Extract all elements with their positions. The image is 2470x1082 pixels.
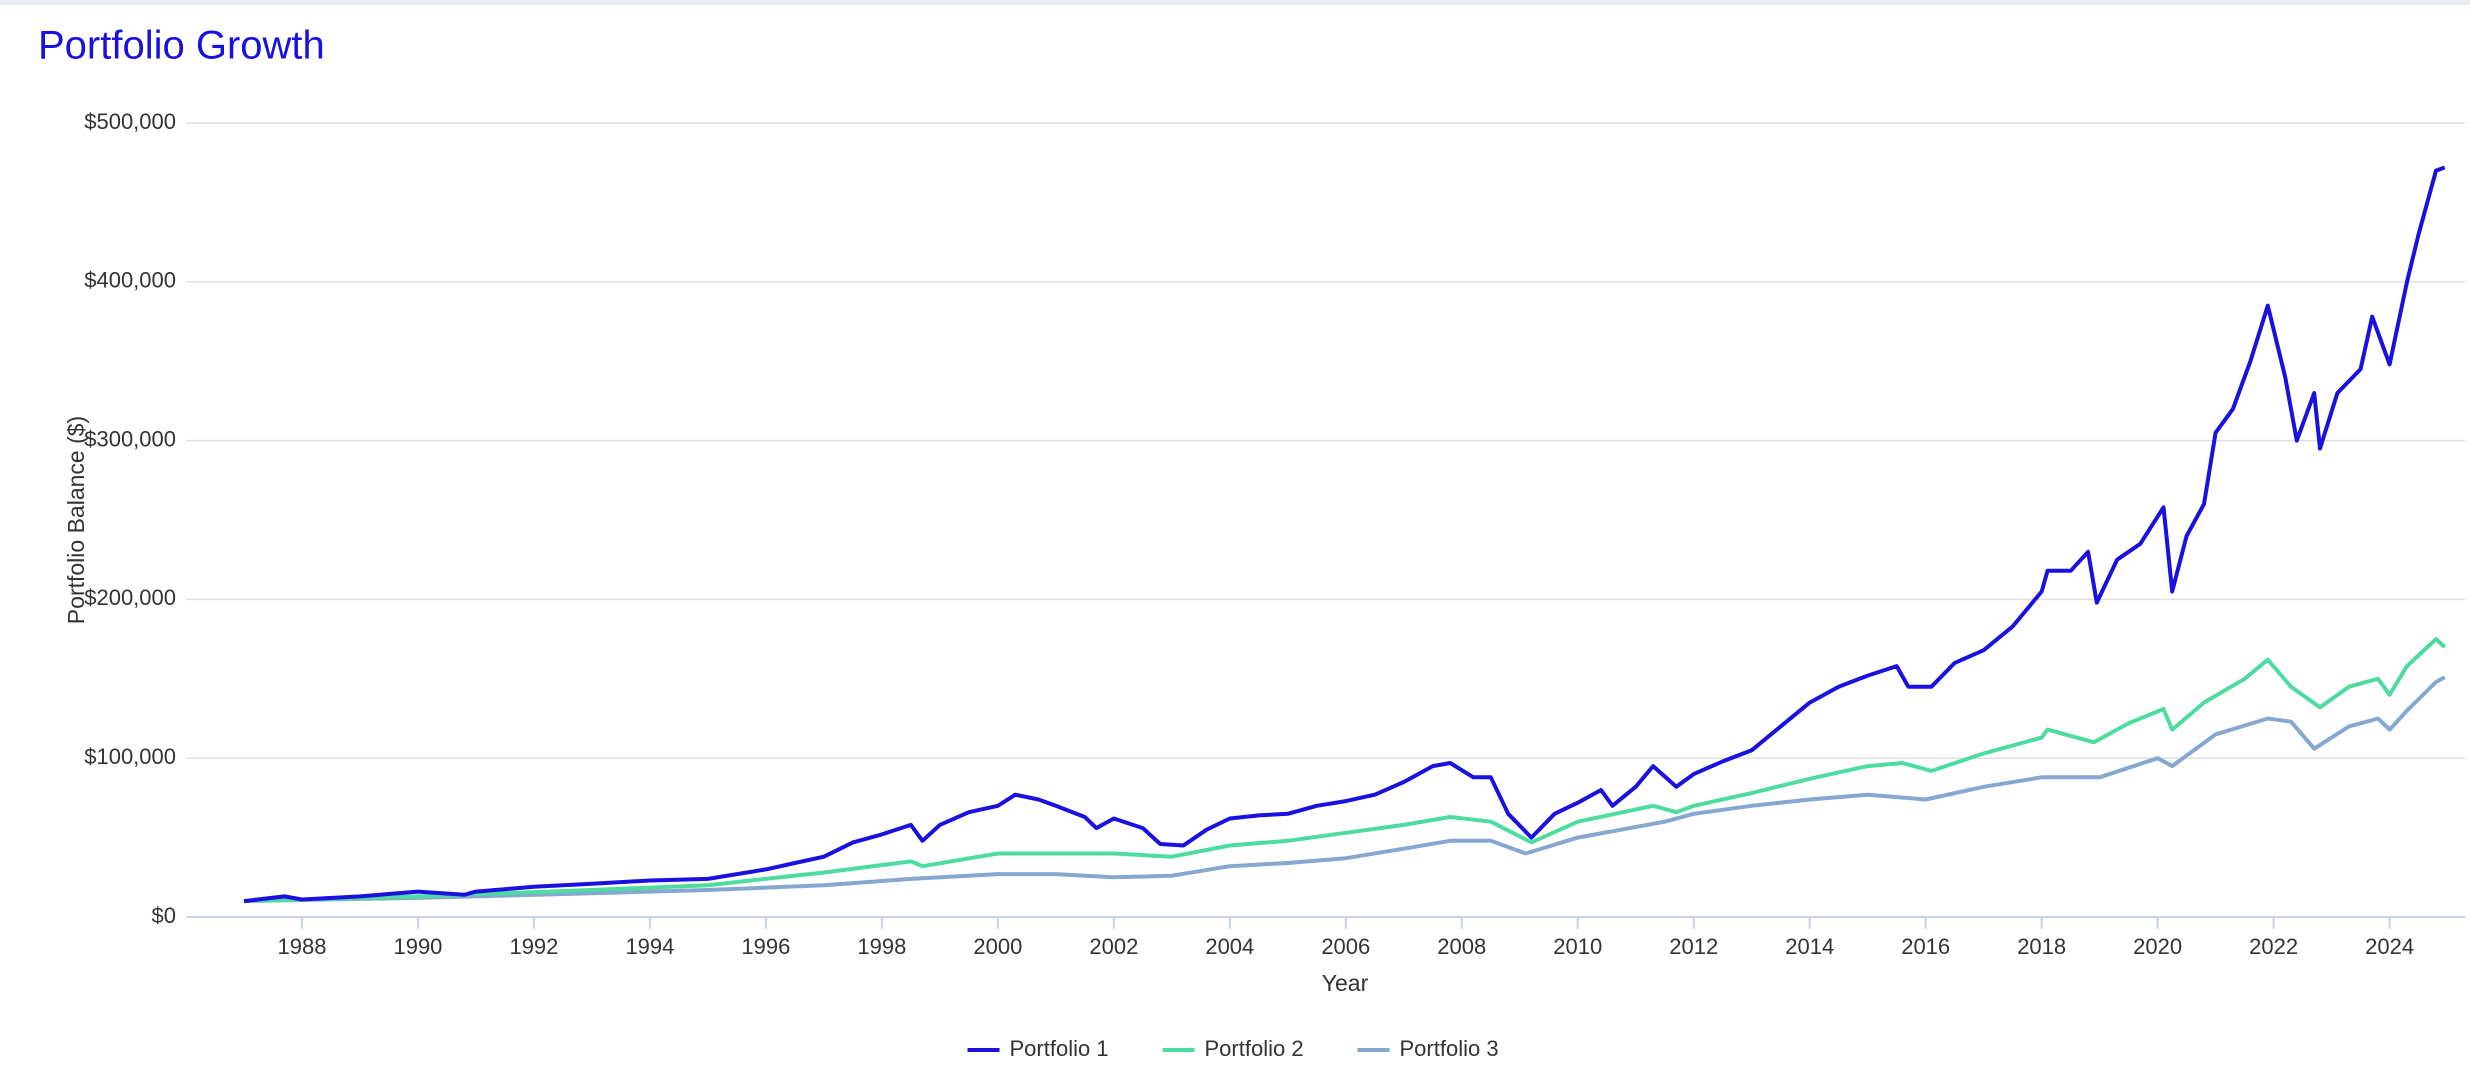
y-tick-label: $200,000 bbox=[84, 585, 176, 610]
x-axis-title: Year bbox=[1322, 970, 1369, 996]
x-tick-label: 2002 bbox=[1089, 934, 1138, 959]
legend-label: Portfolio 2 bbox=[1205, 1036, 1304, 1061]
y-tick-label: $100,000 bbox=[84, 744, 176, 769]
x-tick-label: 2006 bbox=[1321, 934, 1370, 959]
y-tick-label: $300,000 bbox=[84, 426, 176, 451]
x-tick-label: 1988 bbox=[278, 934, 327, 959]
legend-label: Portfolio 3 bbox=[1400, 1036, 1499, 1061]
x-tick-label: 2008 bbox=[1437, 934, 1486, 959]
x-tick-label: 2012 bbox=[1669, 934, 1718, 959]
y-axis-title: Portfolio Balance ($) bbox=[63, 416, 89, 624]
y-tick-label: $500,000 bbox=[84, 109, 176, 134]
x-tick-label: 1994 bbox=[625, 934, 674, 959]
series-line bbox=[243, 165, 2446, 904]
x-tick-label: 2018 bbox=[2017, 934, 2066, 959]
chart-title: Portfolio Growth bbox=[38, 24, 325, 68]
x-tick-label: 2020 bbox=[2133, 934, 2182, 959]
x-tick-label: 2000 bbox=[973, 934, 1022, 959]
y-tick-label: $0 bbox=[152, 903, 176, 928]
x-tick-label: 1990 bbox=[393, 934, 442, 959]
x-tick-label: 2022 bbox=[2249, 934, 2298, 959]
x-tick-label: 2014 bbox=[1785, 934, 1834, 959]
x-tick-label: 1998 bbox=[857, 934, 906, 959]
x-tick-label: 2016 bbox=[1901, 934, 1950, 959]
series-line bbox=[243, 637, 2447, 904]
x-tick-label: 2024 bbox=[2365, 934, 2414, 959]
x-tick-label: 1996 bbox=[741, 934, 790, 959]
x-tick-label: 2010 bbox=[1553, 934, 1602, 959]
top-bar bbox=[0, 0, 2470, 5]
y-tick-label: $400,000 bbox=[84, 268, 176, 293]
x-tick-label: 2004 bbox=[1205, 934, 1254, 959]
legend-label: Portfolio 1 bbox=[1010, 1036, 1109, 1061]
x-tick-label: 1992 bbox=[509, 934, 558, 959]
series-line bbox=[243, 675, 2446, 904]
